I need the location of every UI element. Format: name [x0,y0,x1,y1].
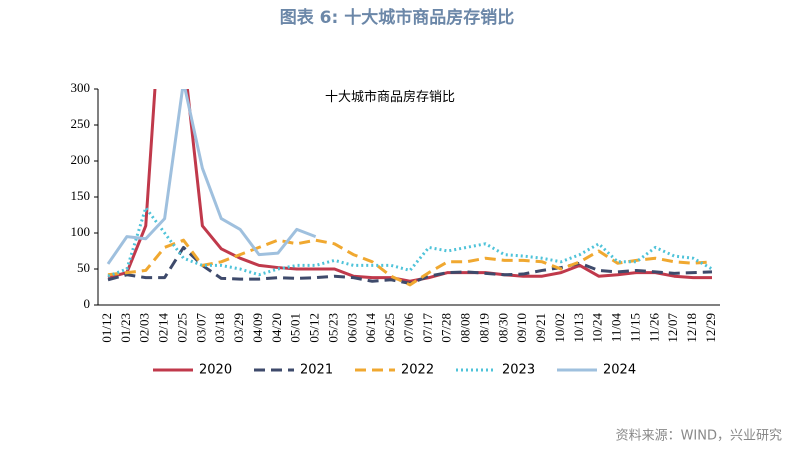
x-tick-label: 11/26 [646,313,661,343]
series-line [107,238,713,287]
x-tick-label: 09/21 [533,313,548,343]
x-tick-label: 02/14 [156,313,171,343]
x-tick-label: 01/23 [118,313,133,343]
x-tick-label: 03/29 [231,313,246,343]
plot-area [106,89,713,287]
x-tick-label: 06/03 [344,313,359,343]
y-tick-label: 50 [77,260,90,275]
y-tick-label: 200 [71,152,91,167]
x-tick-label: 01/12 [99,313,114,343]
x-tick-label: 08/30 [495,313,510,343]
y-tick-label: 100 [71,224,91,239]
x-tick-label: 05/23 [325,313,340,343]
x-tick-label: 02/25 [174,313,189,343]
legend-label: 2023 [502,363,535,378]
x-tick-label: 11/15 [627,313,642,342]
x-tick-label: 07/06 [401,313,416,343]
legend-label: 2021 [300,363,333,378]
series-line [106,89,317,265]
chart-title: 十大城市商品房存销比 [325,89,455,104]
x-tick-label: 04/20 [269,313,284,343]
legend-label: 2022 [401,363,434,378]
x-tick-label: 04/09 [250,313,265,343]
x-tick-label: 10/02 [552,313,567,343]
x-tick-label: 06/25 [382,313,397,343]
x-tick-label: 06/14 [363,313,378,343]
y-tick-label: 300 [71,80,91,95]
series-line [107,89,712,283]
series-line [107,245,713,285]
x-tick-label: 09/10 [514,313,529,343]
series-line [107,206,713,278]
legend-label: 2024 [603,363,636,378]
y-tick-label: 250 [71,116,91,131]
legend-label: 2020 [199,363,232,378]
x-tick-label: 03/18 [212,313,227,343]
x-tick-label: 02/03 [137,313,152,343]
x-tick-label: 11/04 [609,313,624,343]
x-tick-label: 12/18 [684,313,699,343]
x-tick-label: 12/29 [703,313,718,343]
x-tick-label: 12/07 [665,313,680,343]
x-tick-label: 10/13 [571,313,586,343]
source: 资料来源：WIND，兴业研究 [616,429,782,444]
x-tick-label: 05/01 [288,313,303,343]
x-tick-label: 05/12 [307,313,322,343]
x-tick-label: 08/08 [458,313,473,343]
x-tick-label: 07/28 [439,313,454,343]
y-tick-label: 0 [84,296,91,311]
x-tick-label: 10/24 [590,313,605,343]
x-tick-label: 08/19 [476,313,491,343]
y-tick-label: 150 [71,188,91,203]
x-tick-label: 07/17 [420,313,435,343]
x-tick-label: 03/07 [193,313,208,343]
page-title: 图表 6: 十大城市商品房存销比 [280,7,514,28]
